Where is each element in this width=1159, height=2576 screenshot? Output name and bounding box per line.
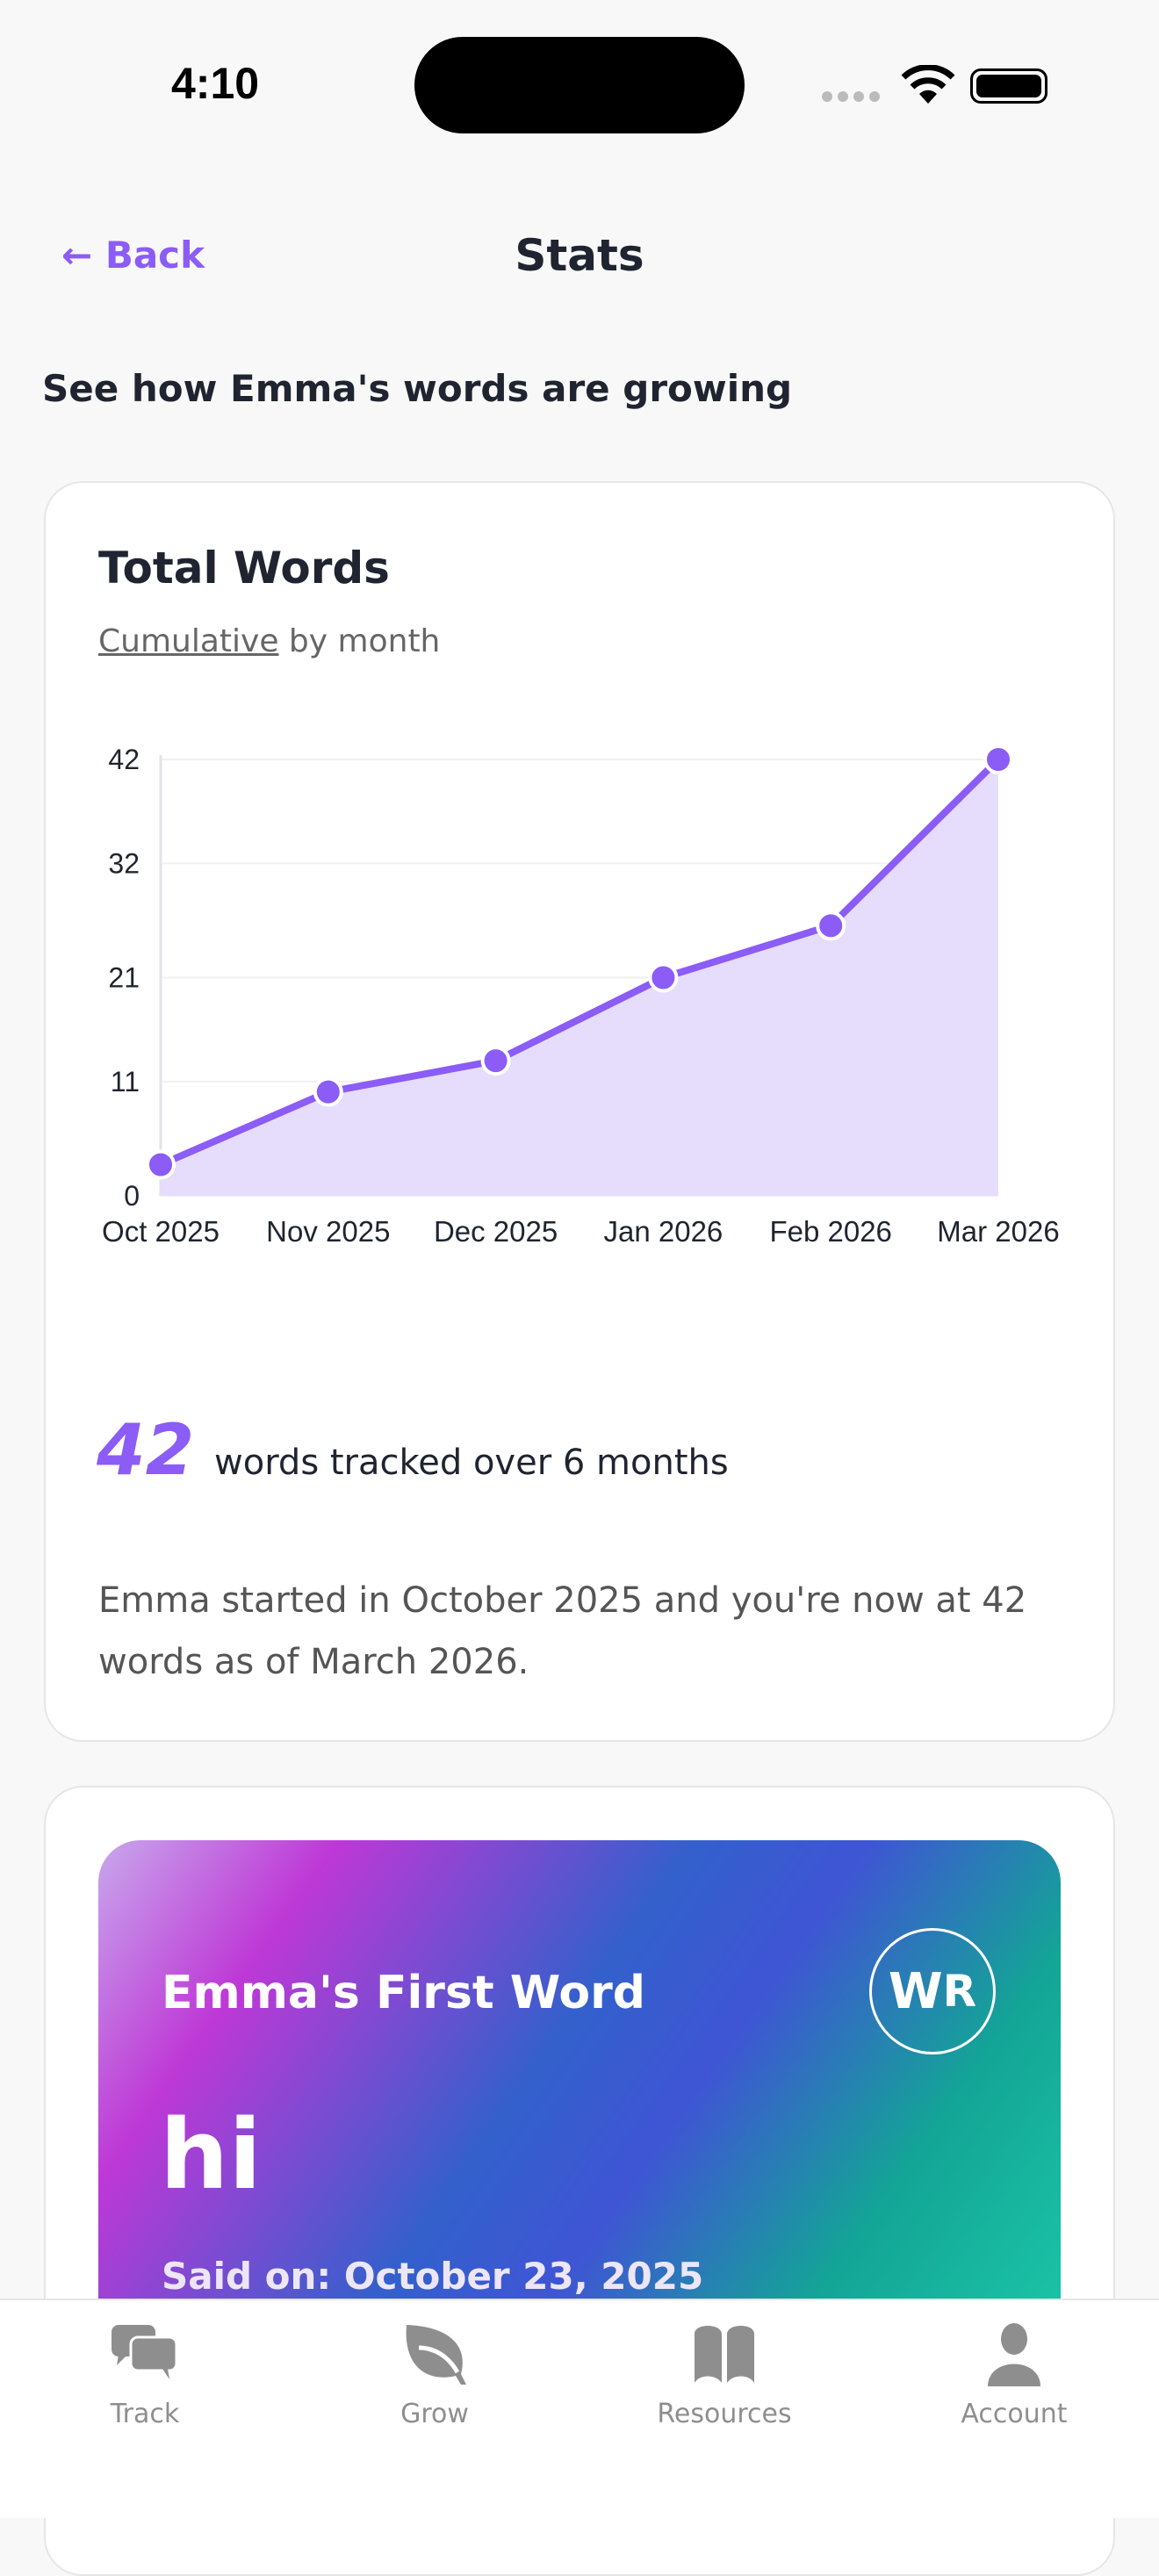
total-count-label: words tracked over 6 months (214, 1443, 729, 1483)
status-time: 4:10 (171, 59, 260, 108)
y-tick-label: 21 (108, 962, 140, 994)
tab-track[interactable]: Track (0, 2300, 290, 2518)
x-tick-label: Feb 2026 (769, 1215, 891, 1248)
summary-text: Emma started in October 2025 and you're … (98, 1580, 1027, 1682)
page-subtitle: See how Emma's words are growing (42, 367, 793, 410)
tab-label: Account (961, 2399, 1068, 2429)
card-title: Total Words (98, 543, 390, 594)
back-button[interactable]: ← Back (61, 234, 205, 277)
leaf-icon (406, 2325, 466, 2385)
y-tick-label: 42 (108, 744, 140, 775)
data-point (146, 1149, 176, 1180)
battery-icon (970, 68, 1047, 104)
x-tick-label: Nov 2025 (266, 1215, 390, 1248)
total-count: 42 (97, 1409, 195, 1491)
data-point (983, 745, 1013, 774)
data-point (648, 962, 679, 993)
tab-bar: Track Grow Resources Account (0, 2299, 1159, 2518)
tab-account[interactable]: Account (869, 2300, 1159, 2518)
dynamic-island (414, 37, 745, 133)
wifi-icon (901, 65, 955, 104)
y-tick-label: 11 (111, 1066, 140, 1097)
first-word: hi (160, 2098, 263, 2211)
x-tick-label: Dec 2025 (434, 1215, 558, 1248)
tab-resources[interactable]: Resources (580, 2300, 869, 2518)
book-icon (695, 2326, 754, 2383)
tab-label: Track (110, 2399, 180, 2429)
first-word-banner (98, 1840, 1061, 2367)
data-point (480, 1046, 511, 1076)
first-word-label: Emma's First Word (162, 1967, 645, 2019)
data-point (816, 910, 846, 941)
tab-label: Grow (400, 2399, 469, 2429)
y-tick-label: 32 (108, 847, 140, 879)
chat-bubbles-icon (112, 2325, 178, 2379)
total-words-chart: 0 11 21 32 42 Oct 2025 Nov 2025 Dec 2025 Jan 202… (102, 744, 1060, 1248)
data-point (313, 1076, 343, 1107)
signal-icon (822, 91, 882, 102)
tab-label: Resources (657, 2399, 792, 2429)
series-line (159, 757, 1001, 1169)
y-tick-label: 0 (124, 1180, 140, 1212)
page-title: Stats (515, 230, 644, 281)
x-tick-label: Jan 2026 (604, 1215, 723, 1248)
x-tick-label: Mar 2026 (937, 1215, 1059, 1248)
cumulative-link[interactable]: Cumulative (98, 623, 279, 659)
tab-grow[interactable]: Grow (290, 2300, 580, 2518)
person-icon (988, 2323, 1040, 2386)
subtitle-rest: by month (278, 623, 441, 659)
card-subtitle: Cumulative by month (98, 623, 440, 659)
first-word-date: Said on: October 23, 2025 (162, 2255, 704, 2298)
x-tick-label: Oct 2025 (102, 1215, 220, 1248)
